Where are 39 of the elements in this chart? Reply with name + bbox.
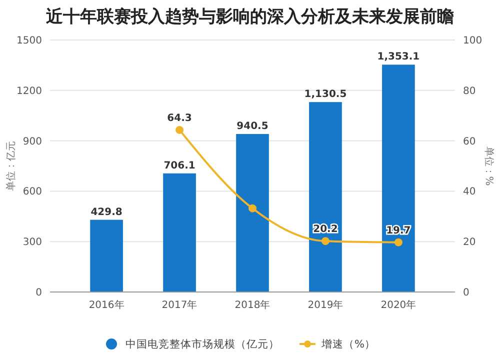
point — [321, 237, 330, 246]
y-tick-label: 1200 — [16, 86, 42, 97]
bar — [309, 102, 342, 292]
x-tick-label: 2017年 — [162, 299, 198, 311]
y2-axis-title: 单位：% — [483, 146, 495, 186]
data-label: 429.8 — [90, 206, 122, 218]
point — [248, 204, 256, 212]
x-tick-label: 2018年 — [234, 299, 270, 311]
legend-label: 增速（%） — [320, 338, 376, 351]
bar — [236, 134, 269, 292]
y2-tick-label: 0 — [463, 288, 470, 298]
chart-title: 近十年联赛投入趋势与影响的深入分析及未来发展前瞻 — [45, 7, 454, 27]
data-label: 1,130.5 — [304, 89, 347, 100]
data-label: 64.3 — [167, 112, 192, 124]
data-label: 940.5 — [236, 120, 268, 132]
x-tick-label: 2019年 — [308, 299, 344, 311]
data-label: 20.2 — [313, 224, 338, 236]
legend-label: 中国电竞整体市场规模（亿元） — [126, 338, 280, 351]
y2-tick-label: 80 — [463, 86, 476, 97]
y-tick-label: 600 — [22, 186, 42, 198]
y-axis-title: 单位：亿元 — [5, 141, 17, 191]
y-tick-label: 1500 — [16, 36, 42, 46]
bar — [163, 173, 196, 292]
bar — [382, 64, 415, 292]
data-label: 1,353.1 — [377, 52, 420, 63]
point — [394, 238, 402, 246]
y2-tick-label: 20 — [463, 237, 476, 248]
y2-tick-label: 60 — [463, 136, 476, 148]
point — [176, 126, 184, 134]
data-label: 706.1 — [164, 160, 196, 172]
y2-tick-label: 40 — [463, 186, 476, 198]
y-tick-label: 300 — [22, 237, 42, 248]
y-tick-label: 900 — [22, 136, 42, 148]
data-label: 19.7 — [386, 225, 411, 236]
x-tick-label: 2016年 — [88, 299, 124, 311]
y-tick-label: 0 — [36, 288, 42, 298]
bar — [90, 220, 123, 292]
x-tick-label: 2020年 — [380, 299, 416, 311]
y2-tick-label: 100 — [463, 36, 482, 46]
